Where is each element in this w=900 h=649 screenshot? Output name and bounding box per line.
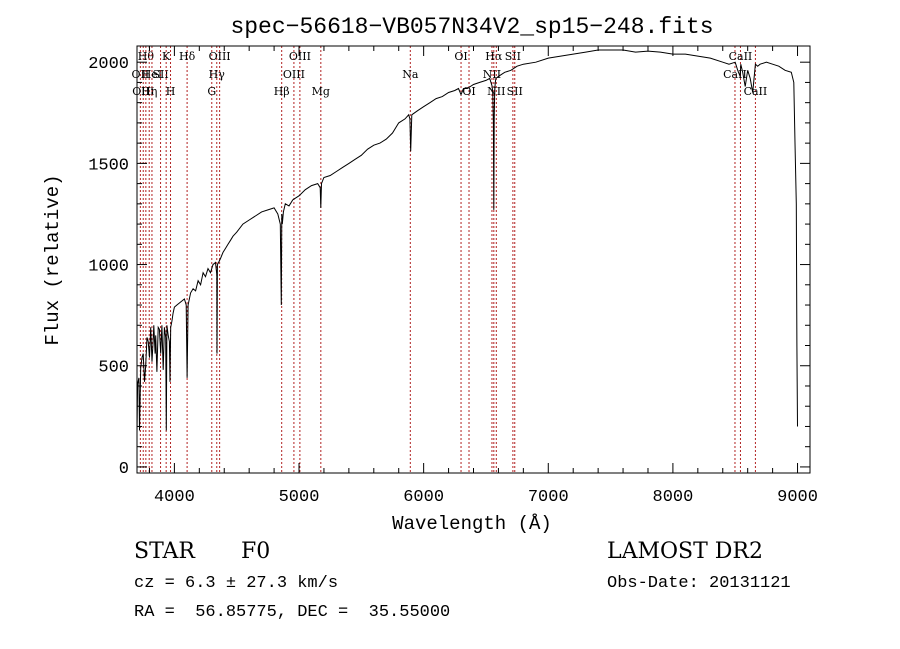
line-marker-label-3: Hη	[141, 85, 157, 98]
redshift-cz: cz = 6.3 ± 27.3 km/s	[134, 574, 339, 593]
plot-frame	[136, 45, 811, 474]
line-marker-label-16: Na	[402, 68, 419, 81]
line-marker-label-9: G	[207, 85, 216, 98]
spectrum-series	[136, 49, 798, 433]
x-tick-label: 6000	[403, 488, 444, 507]
line-marker-label-19: NII	[483, 68, 501, 81]
line-marker-label-25: CaII	[729, 50, 753, 63]
line-marker-label-15: Mg	[312, 85, 330, 98]
y-tick-label: 1000	[88, 258, 129, 277]
line-marker-label-13: OIII	[283, 68, 305, 81]
x-tick-label: 8000	[653, 488, 694, 507]
object-subclass: F0	[241, 539, 271, 564]
line-marker-label-4: HeI	[142, 68, 162, 81]
line-marker-label-22: SII	[505, 50, 521, 63]
spectral-line-markers: OIIOIIIHθHηHeISIIKHHδGHγOIIIHβOIIIOIIIMg…	[132, 46, 768, 473]
y-tick-label: 1500	[88, 156, 129, 175]
x-tick-label: 4000	[154, 488, 195, 507]
object-class: STAR	[134, 539, 195, 564]
y-tick-label: 500	[98, 359, 129, 378]
x-tick-label: 5000	[279, 488, 320, 507]
chart-title: spec−56618−VB057N34V2_sp15−248.fits	[230, 14, 713, 40]
y-tick-label: 0	[119, 460, 129, 479]
line-marker-label-20: Hα	[485, 50, 503, 63]
line-marker-label-10: Hγ	[209, 68, 226, 81]
survey-name: LAMOST DR2	[607, 539, 763, 564]
line-marker-label-0: OII	[132, 68, 150, 81]
line-marker-label-2: Hθ	[138, 50, 155, 63]
spectrum-line-0	[136, 49, 798, 433]
x-tick-label: 9000	[777, 488, 818, 507]
line-marker-label-8: Hδ	[179, 50, 196, 63]
line-marker-label-26: CaII	[744, 85, 768, 98]
line-marker-label-14: OIII	[289, 50, 311, 63]
x-tick-label: 7000	[528, 488, 569, 507]
line-marker-label-23: SII	[507, 85, 523, 98]
x-axis-label: Wavelength (Å)	[392, 513, 552, 535]
line-marker-label-21: NII	[487, 85, 505, 98]
line-marker-label-5: SII	[152, 68, 168, 81]
y-axis-label: Flux (relative)	[42, 174, 64, 345]
coordinates: RA = 56.85775, DEC = 35.55000	[134, 603, 451, 622]
observation-date: Obs-Date: 20131121	[607, 574, 791, 593]
line-marker-label-11: OIII	[209, 50, 231, 63]
line-marker-label-17: OI	[454, 50, 467, 63]
line-marker-label-7: H	[166, 85, 176, 98]
line-marker-label-12: Hβ	[274, 85, 290, 98]
axis-ticks: 4000 5000 6000 7000 8000 9000 0 500 1000 1500 2000	[88, 46, 818, 507]
y-tick-label: 2000	[88, 55, 129, 74]
line-marker-label-6: K	[162, 50, 171, 63]
